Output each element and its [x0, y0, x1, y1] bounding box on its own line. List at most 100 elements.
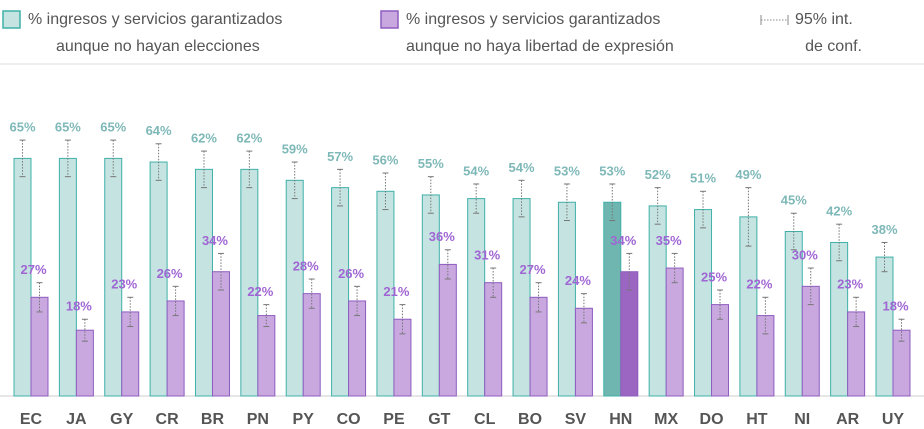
bar [166, 300, 185, 397]
x-tick-label: UY [882, 411, 905, 428]
error-bar [19, 139, 26, 178]
bar [331, 187, 350, 397]
bar [194, 168, 213, 397]
error-bar [717, 289, 724, 320]
legend-swatch [2, 10, 21, 29]
error-bar [671, 252, 678, 284]
error-bar [881, 241, 888, 273]
bar [467, 198, 486, 397]
value-label: 54% [509, 160, 535, 175]
bar [438, 263, 457, 397]
error-bar [790, 212, 797, 251]
bar [711, 304, 730, 397]
error-bar [444, 249, 451, 280]
x-tick-label: CO [337, 411, 361, 428]
bar [801, 285, 820, 397]
x-tick-label: CL [474, 411, 496, 428]
x-tick-label: NI [794, 411, 810, 428]
x-tick-label: SV [565, 411, 587, 428]
value-label: 57% [327, 149, 353, 164]
value-label: 65% [100, 120, 126, 135]
x-tick-label: BO [518, 411, 542, 428]
value-label: 55% [418, 156, 444, 171]
bar [830, 241, 849, 397]
bar [557, 201, 576, 397]
error-bar [291, 161, 298, 200]
legend-text: % ingresos y servicios garantizados [406, 11, 660, 28]
x-tick-label: GY [110, 411, 133, 428]
value-label: 59% [282, 141, 308, 156]
value-label: 54% [463, 163, 489, 178]
bar [285, 179, 304, 397]
bar [739, 216, 758, 397]
error-bar [337, 168, 344, 207]
error-bar [490, 267, 497, 298]
bar [694, 209, 713, 397]
x-tick-label: CR [156, 411, 180, 428]
value-label: 64% [146, 123, 172, 138]
error-bar [155, 143, 162, 181]
error-bar [535, 282, 542, 313]
error-bar [382, 172, 389, 211]
bar [348, 300, 367, 397]
error-bar [853, 296, 860, 328]
value-label: 18% [66, 299, 92, 314]
x-tick-label: HN [609, 411, 632, 428]
value-label: 65% [55, 120, 81, 135]
error-bar [110, 139, 117, 178]
value-label: 26% [338, 266, 364, 281]
bar [302, 293, 321, 397]
bar [121, 311, 140, 397]
value-label: 23% [837, 277, 863, 292]
bar [574, 307, 593, 397]
bar [58, 157, 77, 397]
value-label: 25% [701, 269, 727, 284]
x-tick-label: AR [836, 411, 860, 428]
legend-text: 95% int. [795, 11, 853, 28]
error-bar [654, 187, 661, 225]
error-bar [308, 278, 315, 309]
bar [240, 168, 259, 397]
error-bar [580, 293, 587, 324]
error-bar [36, 282, 43, 313]
error-bar [626, 252, 633, 291]
bar [875, 256, 894, 397]
value-label: 62% [236, 131, 262, 146]
x-tick-label: JA [66, 411, 87, 428]
error-bar [127, 296, 134, 328]
value-label: 28% [293, 258, 319, 273]
error-bar [263, 304, 270, 328]
legend-text: aunque no haya libertad de expresión [406, 38, 674, 55]
value-label: 52% [645, 167, 671, 182]
error-bar [200, 150, 207, 189]
bar [13, 157, 32, 397]
x-tick-label: PE [383, 411, 405, 428]
value-label: 34% [610, 233, 636, 248]
legend-text: % ingresos y servicios garantizados [28, 11, 282, 28]
x-tick-label: HT [746, 411, 768, 428]
error-bar [700, 190, 707, 229]
value-label: 26% [157, 266, 183, 281]
error-bar [807, 267, 814, 306]
value-label: 18% [882, 299, 908, 314]
bar [665, 267, 684, 397]
bar [892, 329, 911, 397]
legend-text: de conf. [805, 38, 862, 55]
legend-text: aunque no hayan elecciones [56, 38, 260, 55]
error-bar [745, 187, 752, 247]
error-bar [172, 285, 179, 317]
error-bar [427, 176, 434, 214]
error-bar [81, 318, 88, 342]
value-label: 34% [202, 233, 228, 248]
value-label: 51% [690, 171, 716, 186]
x-tick-label: BR [201, 411, 225, 428]
value-label: 21% [383, 284, 409, 299]
value-label: 62% [191, 131, 217, 146]
value-label: 65% [9, 120, 35, 135]
error-bar [473, 183, 480, 214]
value-label: 49% [735, 167, 761, 182]
value-label: 22% [247, 284, 273, 299]
x-tick-label: DO [700, 411, 724, 428]
